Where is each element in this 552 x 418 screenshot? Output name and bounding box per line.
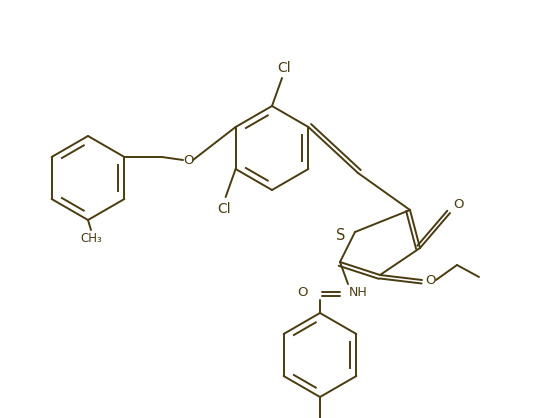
Text: O: O [453,199,463,212]
Text: Cl: Cl [277,61,291,75]
Text: NH: NH [349,285,368,298]
Text: O: O [297,285,307,298]
Text: Cl: Cl [217,202,230,216]
Text: O: O [424,273,435,286]
Text: S: S [336,229,346,244]
Text: CH₃: CH₃ [80,232,102,245]
Text: O: O [183,153,193,166]
